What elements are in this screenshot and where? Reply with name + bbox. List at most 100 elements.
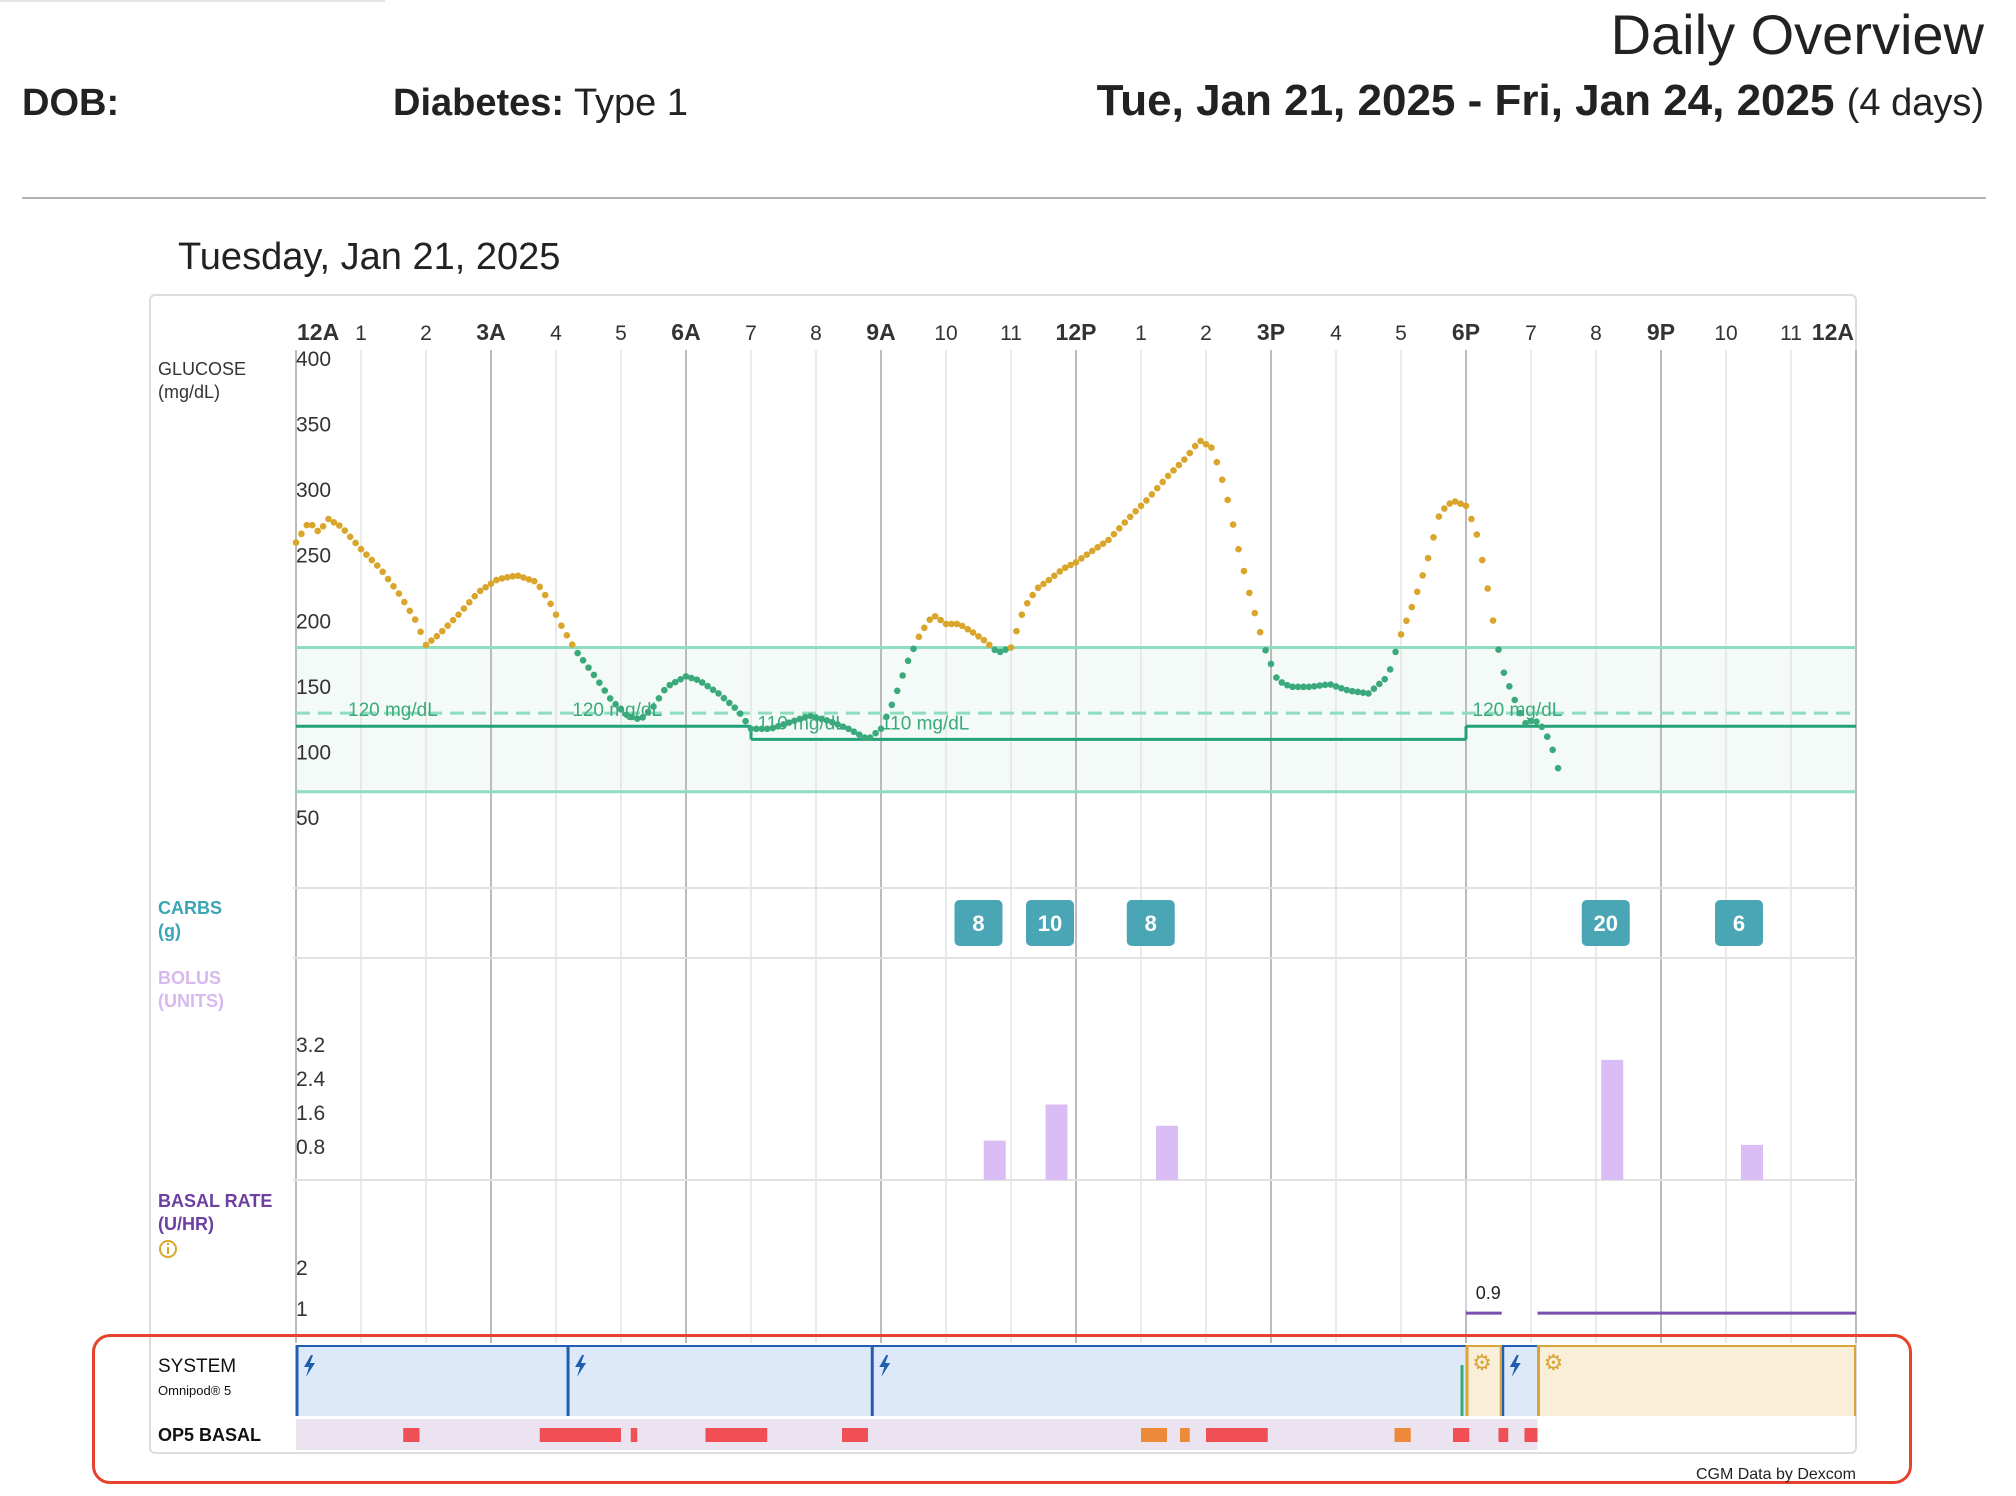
glucose-point <box>314 527 321 535</box>
hour-tick-label: 7 <box>745 322 757 345</box>
target-label: 120 mg/dL <box>572 700 662 721</box>
glucose-point <box>1083 551 1091 558</box>
glucose-point <box>883 713 890 721</box>
glucose-point <box>1376 680 1383 688</box>
glucose-point <box>1246 589 1253 597</box>
glucose-point <box>579 657 587 664</box>
glucose-point <box>639 714 646 721</box>
date-range: Tue, Jan 21, 2025 - Fri, Jan 24, 2025 (4… <box>1097 76 1984 126</box>
glucose-point <box>1327 681 1334 688</box>
glucose-point <box>888 701 896 709</box>
glucose-point <box>1538 723 1546 731</box>
op5-basal-background <box>296 1419 1538 1450</box>
diabetes-label: Diabetes: <box>393 82 565 124</box>
glucose-point <box>379 568 386 576</box>
glucose-point <box>731 704 739 711</box>
carb-value-label: 10 <box>1038 911 1062 936</box>
glucose-point <box>682 673 690 680</box>
hour-tick-label: 12P <box>1056 319 1097 345</box>
glucose-point <box>1468 515 1475 523</box>
basal-row-label: BASAL RATE <box>158 1191 272 1211</box>
page-title: Daily Overview <box>1610 3 1984 66</box>
glucose-point <box>590 671 598 679</box>
glucose-point <box>1072 558 1080 566</box>
carb-value-label: 8 <box>972 911 984 936</box>
glucose-point <box>964 625 971 633</box>
glucose-point <box>980 636 988 644</box>
carbs-row-unit: (g) <box>158 921 181 941</box>
op5-basal-block <box>630 1428 638 1442</box>
glucose-point <box>531 577 538 585</box>
glucose-point <box>1300 683 1307 691</box>
glucose-point <box>1088 547 1096 555</box>
glucose-point <box>411 616 419 623</box>
glucose-point <box>292 539 300 546</box>
glucose-point <box>433 632 441 640</box>
glucose-point <box>596 679 603 686</box>
glucose-point <box>828 718 836 726</box>
glucose-point <box>1067 561 1074 569</box>
glucose-point <box>541 591 549 599</box>
glucose-point <box>298 530 305 538</box>
glucose-point <box>1489 617 1497 624</box>
glucose-point <box>1462 502 1470 510</box>
glucose-point <box>1105 536 1112 544</box>
hour-tick-label: 11 <box>1780 322 1802 345</box>
glucose-point <box>1240 567 1248 575</box>
glucose-point <box>525 576 533 583</box>
glucose-point <box>709 686 717 694</box>
glucose-point <box>509 572 516 580</box>
bolus-plot: 3.2 2.4 1.6 0.8 <box>296 1034 1763 1180</box>
glucose-point <box>758 725 766 733</box>
glucose-point <box>1186 449 1194 457</box>
carbs-plot: 8 10 8 20 6 <box>954 900 1763 946</box>
glucose-point <box>780 721 787 728</box>
glucose-point <box>336 522 343 529</box>
glucose-point <box>1229 521 1237 528</box>
glucose-point <box>931 612 939 620</box>
glucose-point <box>812 714 820 721</box>
carb-value-label: 6 <box>1733 911 1745 936</box>
glucose-point <box>666 681 674 689</box>
glucose-point <box>1034 584 1042 592</box>
glucose-point <box>1343 686 1351 694</box>
glucose-point <box>1224 496 1231 504</box>
glucose-point <box>514 572 522 580</box>
glucose-point <box>747 725 755 733</box>
hour-tick-label: 11 <box>1000 322 1022 345</box>
glucose-point <box>1148 491 1156 498</box>
glucose-point <box>953 620 961 628</box>
gear-icon: ⚙ <box>1472 1350 1492 1375</box>
info-circle-icon[interactable] <box>159 1240 177 1258</box>
glucose-point <box>1029 591 1036 599</box>
op5-basal-block <box>1453 1428 1470 1442</box>
glucose-point <box>1191 442 1199 450</box>
glucose-point <box>861 734 869 741</box>
glucose-point <box>958 622 966 630</box>
glucose-point <box>1094 543 1101 551</box>
glucose-point <box>1451 498 1459 505</box>
basal-row-unit: (U/HR) <box>158 1214 214 1234</box>
glucose-point <box>720 694 728 702</box>
glucose-point <box>1132 508 1139 515</box>
glucose-point <box>1381 675 1389 683</box>
glucose-point <box>1289 683 1296 691</box>
glucose-point <box>991 646 999 654</box>
glucose-y-tick: 350 <box>296 414 331 437</box>
glucose-point <box>1370 685 1378 692</box>
glucose-point <box>1051 572 1058 580</box>
glucose-point <box>969 629 977 636</box>
glucose-point <box>942 620 950 628</box>
date-range-days: (4 days) <box>1846 82 1984 124</box>
hour-tick-label: 12A <box>297 319 339 345</box>
glucose-point <box>1332 683 1340 690</box>
glucose-point <box>585 664 592 671</box>
glucose-point <box>975 633 982 640</box>
hour-tick-label: 4 <box>550 322 562 345</box>
glucose-point <box>1013 627 1020 635</box>
glucose-point <box>449 616 457 624</box>
op5-basal-block <box>705 1428 768 1442</box>
carb-value-label: 8 <box>1145 911 1157 936</box>
hour-tick-label: 2 <box>420 322 432 345</box>
glucose-point <box>726 699 733 707</box>
